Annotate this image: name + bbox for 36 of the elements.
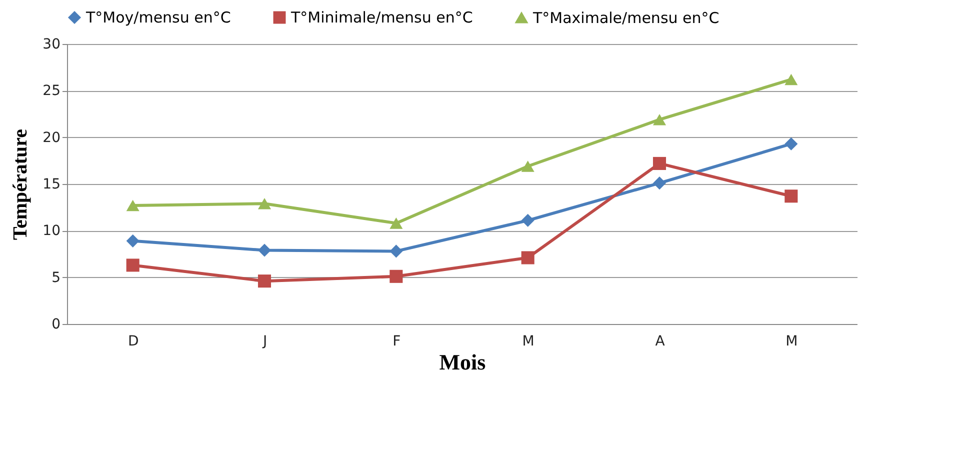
point — [126, 258, 140, 272]
x-tick-label: M — [522, 334, 534, 350]
point — [390, 218, 403, 229]
legend-label: T°Maximale/mensu en°C — [532, 8, 720, 27]
point — [258, 274, 272, 288]
point — [784, 190, 798, 203]
x-axis-title: Mois — [439, 350, 486, 374]
point — [258, 244, 272, 257]
point — [784, 137, 798, 150]
y-axis-title: Température — [10, 128, 32, 240]
point — [390, 270, 403, 283]
legend-label: T°Moy/mensu en°C — [85, 8, 231, 27]
y-tick-label: 0 — [52, 316, 60, 332]
point — [521, 251, 534, 264]
point — [126, 234, 140, 248]
x-tick-label: F — [392, 334, 401, 350]
x-tick-label: D — [128, 334, 139, 350]
point — [258, 198, 272, 210]
point — [652, 176, 666, 190]
y-tick-label: 10 — [42, 223, 60, 240]
x-tick-label: J — [262, 334, 268, 350]
point — [521, 160, 534, 172]
point — [521, 214, 534, 227]
legend-label: T°Minimale/mensu en°C — [290, 8, 473, 27]
y-tick-label: 25 — [42, 83, 60, 100]
y-tick-label: 20 — [42, 130, 60, 146]
point — [784, 74, 798, 86]
x-tick-label: A — [655, 334, 666, 350]
point — [652, 114, 666, 126]
y-tick-label: 30 — [42, 36, 60, 52]
x-tick-label: M — [786, 334, 798, 350]
y-tick-label: 5 — [52, 270, 60, 286]
point — [126, 200, 140, 212]
point — [390, 244, 403, 258]
y-tick-label: 15 — [42, 176, 60, 192]
point — [652, 156, 666, 170]
